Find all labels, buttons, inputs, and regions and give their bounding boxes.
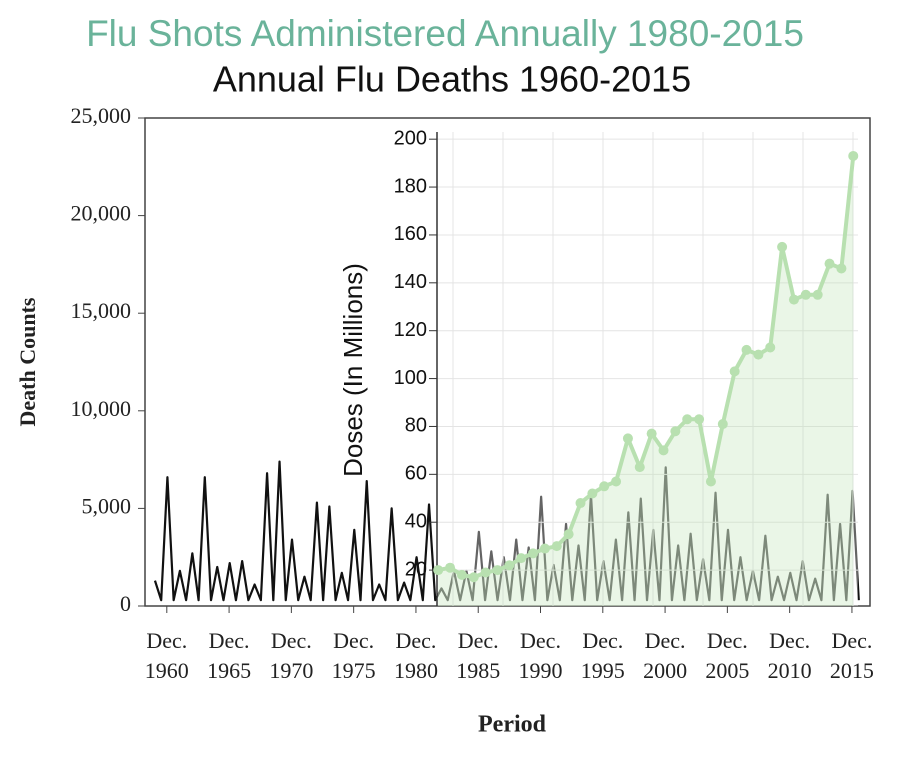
point [836,263,847,274]
y2-tick-label: 140 [394,271,427,293]
y2-tick-label: 180 [394,175,427,197]
point [694,414,705,425]
x-tick-label: Dec. 2010 [767,628,812,683]
y2-tick-label: 200 [394,127,427,149]
point [622,433,633,444]
y-tick-label: 0 [120,591,131,616]
y2-tick-label: 80 [405,415,427,437]
point [646,428,657,439]
y-tick-label: 10,000 [71,396,132,421]
point [480,567,491,578]
overlay-bg [437,132,858,606]
shots-title: Flu Shots Administered Annually 1980-201… [86,13,804,54]
point [741,344,752,355]
x-tick-label: Dec. 1985 [456,628,501,683]
point [587,488,598,499]
x-tick-label: Dec. 1975 [331,628,376,683]
plot-frame [144,117,871,607]
point [717,419,728,430]
line [153,460,860,602]
y2-tick-label: 120 [394,319,427,341]
y-tick-label: 5,000 [82,493,132,518]
x-axis-label: Period [478,712,547,738]
y2-tick-label: 20 [405,558,427,580]
x-tick-label: Dec. 1970 [269,628,314,683]
point [433,565,444,576]
point [456,569,467,580]
point [753,349,764,360]
x-tick-label: Dec. 2015 [829,628,874,683]
point [705,476,716,487]
point [528,548,539,559]
y-axis-label: Death Counts [15,297,40,426]
y2-tick-label: 100 [394,367,427,389]
point [682,414,693,425]
x-tick-label: Dec. 1990 [518,628,563,683]
y2-tick-label: 60 [405,463,427,485]
point [575,498,586,509]
y2-tick-label: 160 [394,223,427,245]
y2-tick-label: 40 [405,510,427,532]
point [539,543,550,554]
y-tick-label: 25,000 [71,103,132,128]
x-tick-label: Dec. 1965 [207,628,252,683]
point [658,445,669,456]
point [777,241,788,252]
y-tick-label: 15,000 [71,298,132,323]
point [492,565,503,576]
point [634,462,645,473]
point [516,553,527,564]
point [824,258,835,269]
y2-axis-label: Doses (In Millions) [338,263,368,477]
point [729,366,740,377]
area [438,155,854,606]
point [800,289,811,300]
y-tick-label: 20,000 [71,201,132,226]
point [563,529,574,540]
point [468,572,479,583]
x-tick-label: Dec. 2000 [643,628,688,683]
point [611,476,622,487]
x-tick-label: Dec. 1960 [144,628,189,683]
point [445,562,456,573]
point [551,541,562,552]
deaths-title: Annual Flu Deaths 1960-2015 [213,59,691,100]
x-tick-label: Dec. 2005 [705,628,750,683]
point [848,150,859,161]
x-tick-label: Dec. 1980 [393,628,438,683]
point [599,481,610,492]
point [788,294,799,305]
point [670,426,681,437]
point [765,342,776,353]
point [504,560,515,571]
point [812,289,823,300]
x-tick-label: Dec. 1995 [580,628,625,683]
